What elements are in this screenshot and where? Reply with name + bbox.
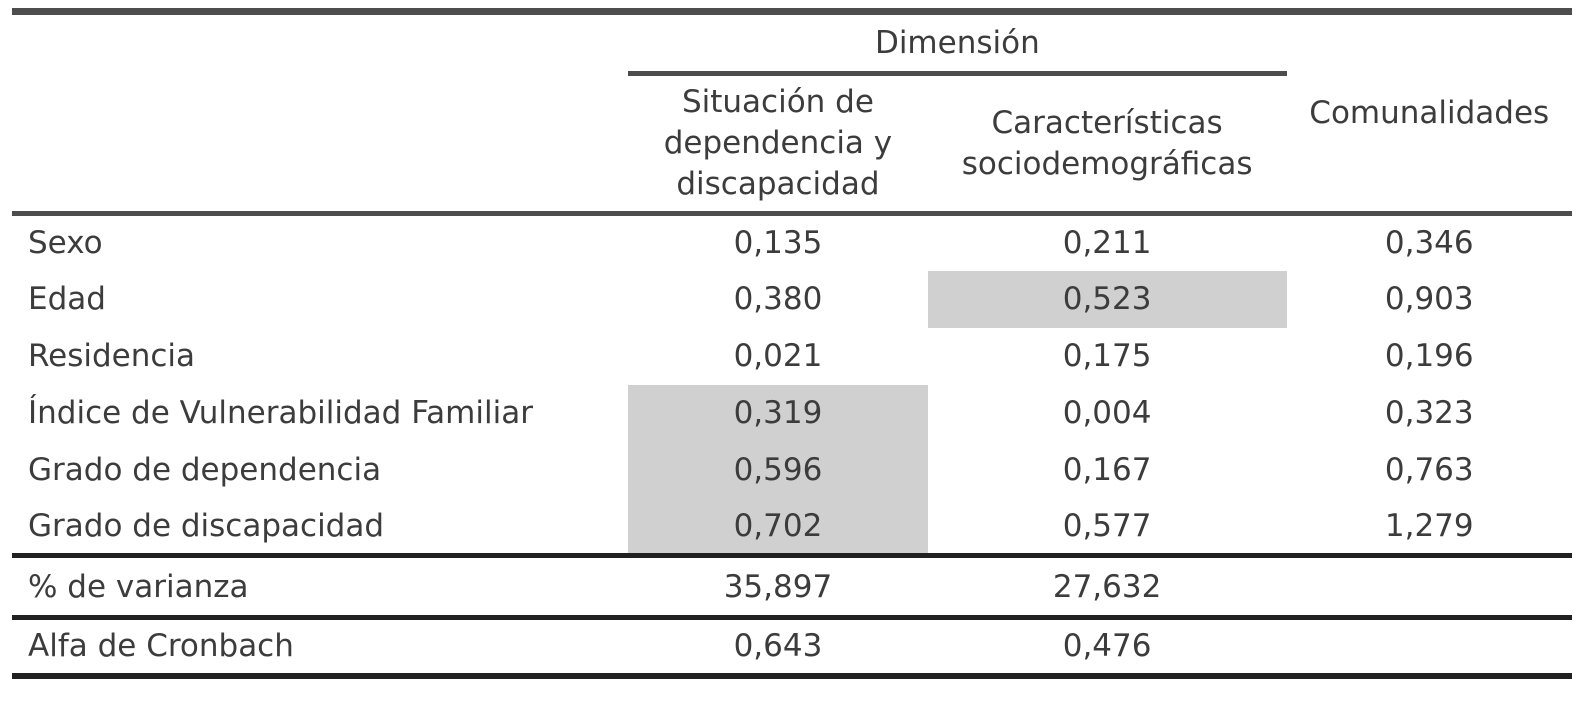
value-cell: 0,476 — [927, 615, 1287, 676]
value-cell: 0,135 — [628, 211, 928, 271]
value-cell: 0,643 — [628, 615, 928, 676]
row-label: Grado de dependencia — [28, 452, 382, 488]
dimension-header-row: Dimensión Comunalidades — [12, 11, 1572, 131]
value-cell: 0,004 — [1062, 395, 1152, 431]
col-header-situacion: Situación de dependencia y discapacidad — [663, 84, 893, 202]
value-cell: 35,897 — [628, 553, 928, 618]
column-headers-row: Situación de dependencia y discapacidad … — [12, 74, 1572, 214]
row-label: Índice de Vulnerabilidad Familiar — [28, 395, 533, 431]
value-cell: 0,323 — [1384, 395, 1474, 431]
value-cell: 0,196 — [1384, 338, 1474, 374]
dimension-header: Dimensión — [628, 11, 1287, 76]
table-row-varianza: % de varianza 35,897 27,632 — [12, 553, 1572, 618]
row-label: Alfa de Cronbach — [12, 615, 629, 676]
value-cell: 0,021 — [733, 338, 823, 374]
value-cell: 1,279 — [1384, 507, 1474, 544]
value-cell: 0,211 — [927, 211, 1287, 271]
highlighted-value-cell: 0,702 — [628, 498, 928, 556]
corner-cell — [12, 12, 628, 74]
value-cell: 0,577 — [1062, 507, 1152, 544]
value-cell: 27,632 — [927, 553, 1287, 618]
value-cell: 0,346 — [1286, 211, 1572, 271]
table-body: Sexo 0,135 0,211 0,346 Edad 0,380 0,523 … — [12, 211, 1572, 556]
row-label: Sexo — [12, 211, 629, 271]
table-row-grado-discapacidad: Grado de discapacidad 0,702 0,577 1,279 — [12, 498, 1572, 556]
highlighted-value-cell: 0,319 — [628, 384, 928, 442]
value-cell: 0,903 — [1384, 281, 1474, 317]
empty-header-cell — [12, 74, 628, 214]
table-row-alfa-cronbach: Alfa de Cronbach 0,643 0,476 — [12, 615, 1572, 676]
empty-value-cell — [1286, 553, 1572, 618]
highlighted-value-cell: 0,596 — [628, 441, 928, 499]
value-cell: 0,175 — [1062, 338, 1152, 374]
table-row-edad: Edad 0,380 0,523 0,903 — [12, 270, 1572, 328]
table-page: Dimensión Comunalidades Situación de dep… — [12, 8, 1572, 679]
row-label: Grado de discapacidad — [28, 507, 385, 544]
empty-value-cell — [1286, 615, 1572, 676]
value-cell: 0,380 — [733, 281, 823, 317]
value-cell: 0,763 — [1384, 452, 1474, 488]
results-table: Dimensión Comunalidades Situación de dep… — [12, 8, 1572, 679]
value-cell: 0,167 — [1062, 452, 1152, 488]
highlighted-value-cell: 0,523 — [927, 270, 1287, 328]
row-label: % de varianza — [12, 553, 629, 618]
table-row-indice-vulnerabilidad: Índice de Vulnerabilidad Familiar 0,319 … — [12, 384, 1572, 442]
table-header: Dimensión Comunalidades Situación de dep… — [12, 11, 1572, 214]
row-label: Edad — [28, 281, 106, 317]
table-row-sexo: Sexo 0,135 0,211 0,346 — [12, 211, 1572, 271]
table-row-grado-dependencia: Grado de dependencia 0,596 0,167 0,763 — [12, 441, 1572, 499]
table-row-residencia: Residencia 0,021 0,175 0,196 — [12, 328, 1572, 385]
table-footer: % de varianza 35,897 27,632 Alfa de Cron… — [12, 553, 1572, 676]
col-header-caracteristicas: Características sociodemográficas — [961, 104, 1253, 182]
row-label: Residencia — [28, 338, 196, 374]
col-header-comunalidades: Comunalidades — [1309, 94, 1550, 131]
